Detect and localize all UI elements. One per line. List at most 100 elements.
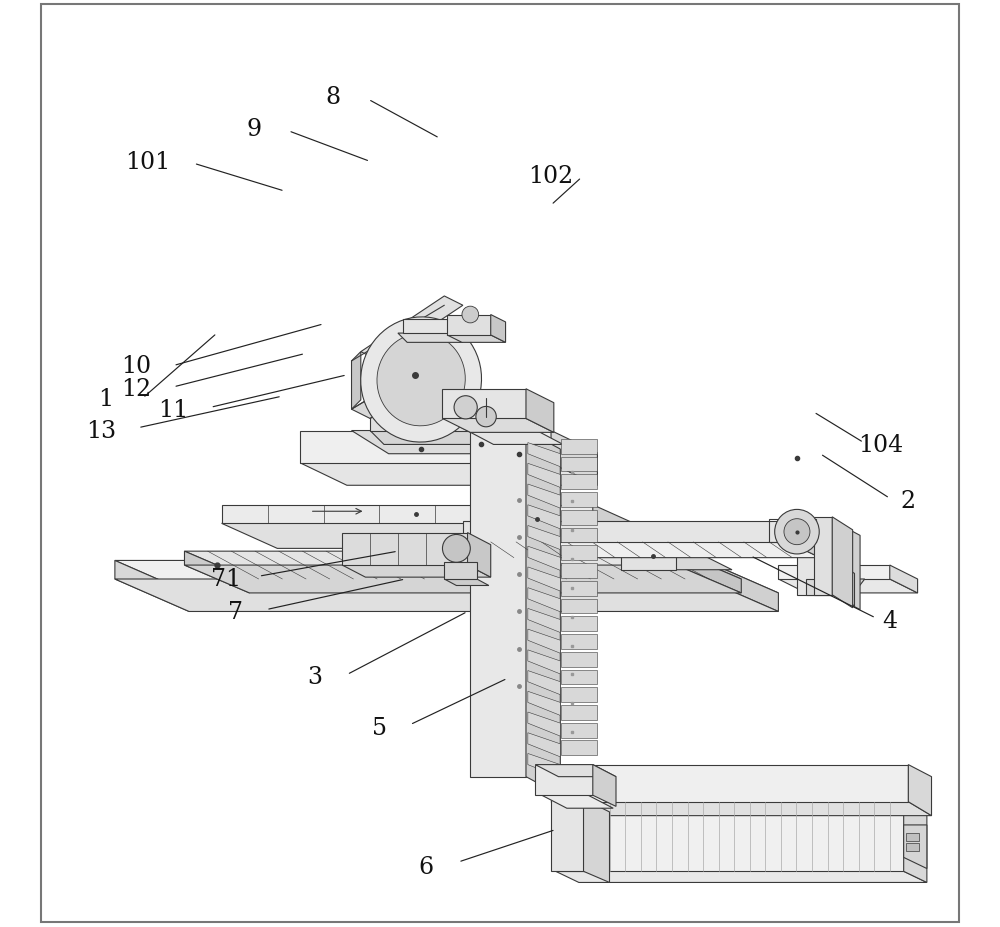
Polygon shape xyxy=(890,565,918,593)
Ellipse shape xyxy=(462,307,479,324)
Bar xyxy=(561,564,597,578)
Polygon shape xyxy=(184,565,741,593)
Polygon shape xyxy=(551,799,584,871)
Polygon shape xyxy=(816,561,834,593)
Polygon shape xyxy=(832,517,853,608)
Text: 10: 10 xyxy=(121,355,151,377)
Polygon shape xyxy=(814,517,832,595)
Polygon shape xyxy=(463,522,788,542)
Text: 7: 7 xyxy=(228,601,243,623)
Polygon shape xyxy=(621,542,676,570)
Bar xyxy=(561,616,597,631)
Bar xyxy=(561,688,597,703)
Polygon shape xyxy=(528,671,560,695)
Text: 1: 1 xyxy=(98,387,113,410)
Polygon shape xyxy=(398,334,463,343)
Polygon shape xyxy=(444,563,477,579)
Ellipse shape xyxy=(775,510,819,554)
Polygon shape xyxy=(444,579,489,586)
Polygon shape xyxy=(906,833,919,841)
Text: 11: 11 xyxy=(158,399,188,421)
Bar xyxy=(561,705,597,720)
Polygon shape xyxy=(676,552,741,593)
Polygon shape xyxy=(556,871,927,883)
Polygon shape xyxy=(528,443,560,467)
Polygon shape xyxy=(904,825,927,869)
Text: 2: 2 xyxy=(901,489,916,512)
Polygon shape xyxy=(352,354,463,419)
Bar xyxy=(561,439,597,454)
Polygon shape xyxy=(621,542,732,570)
Ellipse shape xyxy=(476,407,496,427)
Polygon shape xyxy=(342,533,468,565)
Polygon shape xyxy=(370,431,500,445)
Polygon shape xyxy=(184,552,741,579)
Bar xyxy=(561,634,597,649)
Polygon shape xyxy=(463,542,820,558)
Polygon shape xyxy=(906,844,919,851)
Bar xyxy=(561,510,597,525)
Polygon shape xyxy=(222,505,593,524)
Polygon shape xyxy=(904,802,927,883)
Polygon shape xyxy=(528,754,560,778)
Polygon shape xyxy=(535,765,593,795)
Polygon shape xyxy=(797,521,832,595)
Polygon shape xyxy=(788,522,832,542)
Polygon shape xyxy=(806,579,829,595)
Polygon shape xyxy=(442,389,526,419)
Polygon shape xyxy=(551,802,932,816)
Bar xyxy=(561,492,597,507)
Bar xyxy=(561,741,597,756)
Polygon shape xyxy=(528,609,560,633)
Bar xyxy=(561,528,597,543)
Polygon shape xyxy=(528,712,560,736)
Polygon shape xyxy=(491,315,506,343)
Polygon shape xyxy=(528,692,560,716)
Ellipse shape xyxy=(442,535,470,563)
Polygon shape xyxy=(593,765,616,806)
Polygon shape xyxy=(361,297,463,362)
Polygon shape xyxy=(370,410,481,431)
Polygon shape xyxy=(470,431,526,777)
Polygon shape xyxy=(842,579,865,595)
Ellipse shape xyxy=(377,334,465,426)
Polygon shape xyxy=(528,650,560,674)
Bar xyxy=(561,599,597,614)
Polygon shape xyxy=(542,795,613,808)
Polygon shape xyxy=(832,521,860,610)
Polygon shape xyxy=(447,336,506,343)
Polygon shape xyxy=(528,464,560,488)
Text: 101: 101 xyxy=(125,151,170,173)
Polygon shape xyxy=(115,561,189,612)
Bar xyxy=(561,581,597,596)
Polygon shape xyxy=(535,765,616,777)
Bar xyxy=(561,670,597,685)
Polygon shape xyxy=(528,526,560,550)
Bar xyxy=(561,475,597,489)
Polygon shape xyxy=(526,431,560,795)
Polygon shape xyxy=(115,561,778,593)
Text: 104: 104 xyxy=(858,434,903,456)
Polygon shape xyxy=(778,579,918,593)
Polygon shape xyxy=(556,802,904,871)
Polygon shape xyxy=(528,733,560,757)
Polygon shape xyxy=(352,431,528,454)
Polygon shape xyxy=(115,579,778,612)
Text: 6: 6 xyxy=(418,856,433,878)
Polygon shape xyxy=(526,389,554,433)
Bar xyxy=(561,457,597,472)
Polygon shape xyxy=(816,561,834,590)
Polygon shape xyxy=(551,431,597,486)
Polygon shape xyxy=(584,799,610,883)
Text: 5: 5 xyxy=(372,717,387,739)
Polygon shape xyxy=(528,629,560,654)
Polygon shape xyxy=(788,522,820,558)
Text: 13: 13 xyxy=(86,420,116,442)
Polygon shape xyxy=(908,765,932,816)
Polygon shape xyxy=(820,521,842,591)
Polygon shape xyxy=(778,565,890,579)
Text: 8: 8 xyxy=(325,86,341,108)
Polygon shape xyxy=(184,552,249,593)
Polygon shape xyxy=(593,505,648,549)
Polygon shape xyxy=(806,579,832,595)
